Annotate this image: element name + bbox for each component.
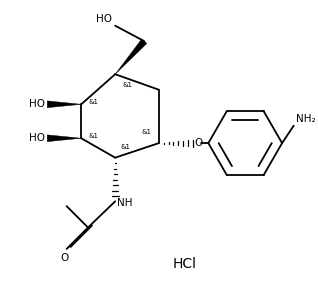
Text: HO: HO xyxy=(29,99,45,109)
Polygon shape xyxy=(47,135,81,142)
Text: HCl: HCl xyxy=(173,257,197,271)
Polygon shape xyxy=(115,39,147,74)
Text: HO: HO xyxy=(96,14,112,24)
Polygon shape xyxy=(47,101,81,108)
Text: &1: &1 xyxy=(142,129,151,135)
Text: &1: &1 xyxy=(123,82,133,88)
Text: &1: &1 xyxy=(120,144,130,150)
Text: &1: &1 xyxy=(89,99,99,105)
Text: O: O xyxy=(195,138,203,148)
Text: &1: &1 xyxy=(89,133,99,139)
Text: HO: HO xyxy=(29,133,45,143)
Text: O: O xyxy=(61,253,69,263)
Text: NH₂: NH₂ xyxy=(296,114,315,124)
Text: NH: NH xyxy=(117,198,133,208)
